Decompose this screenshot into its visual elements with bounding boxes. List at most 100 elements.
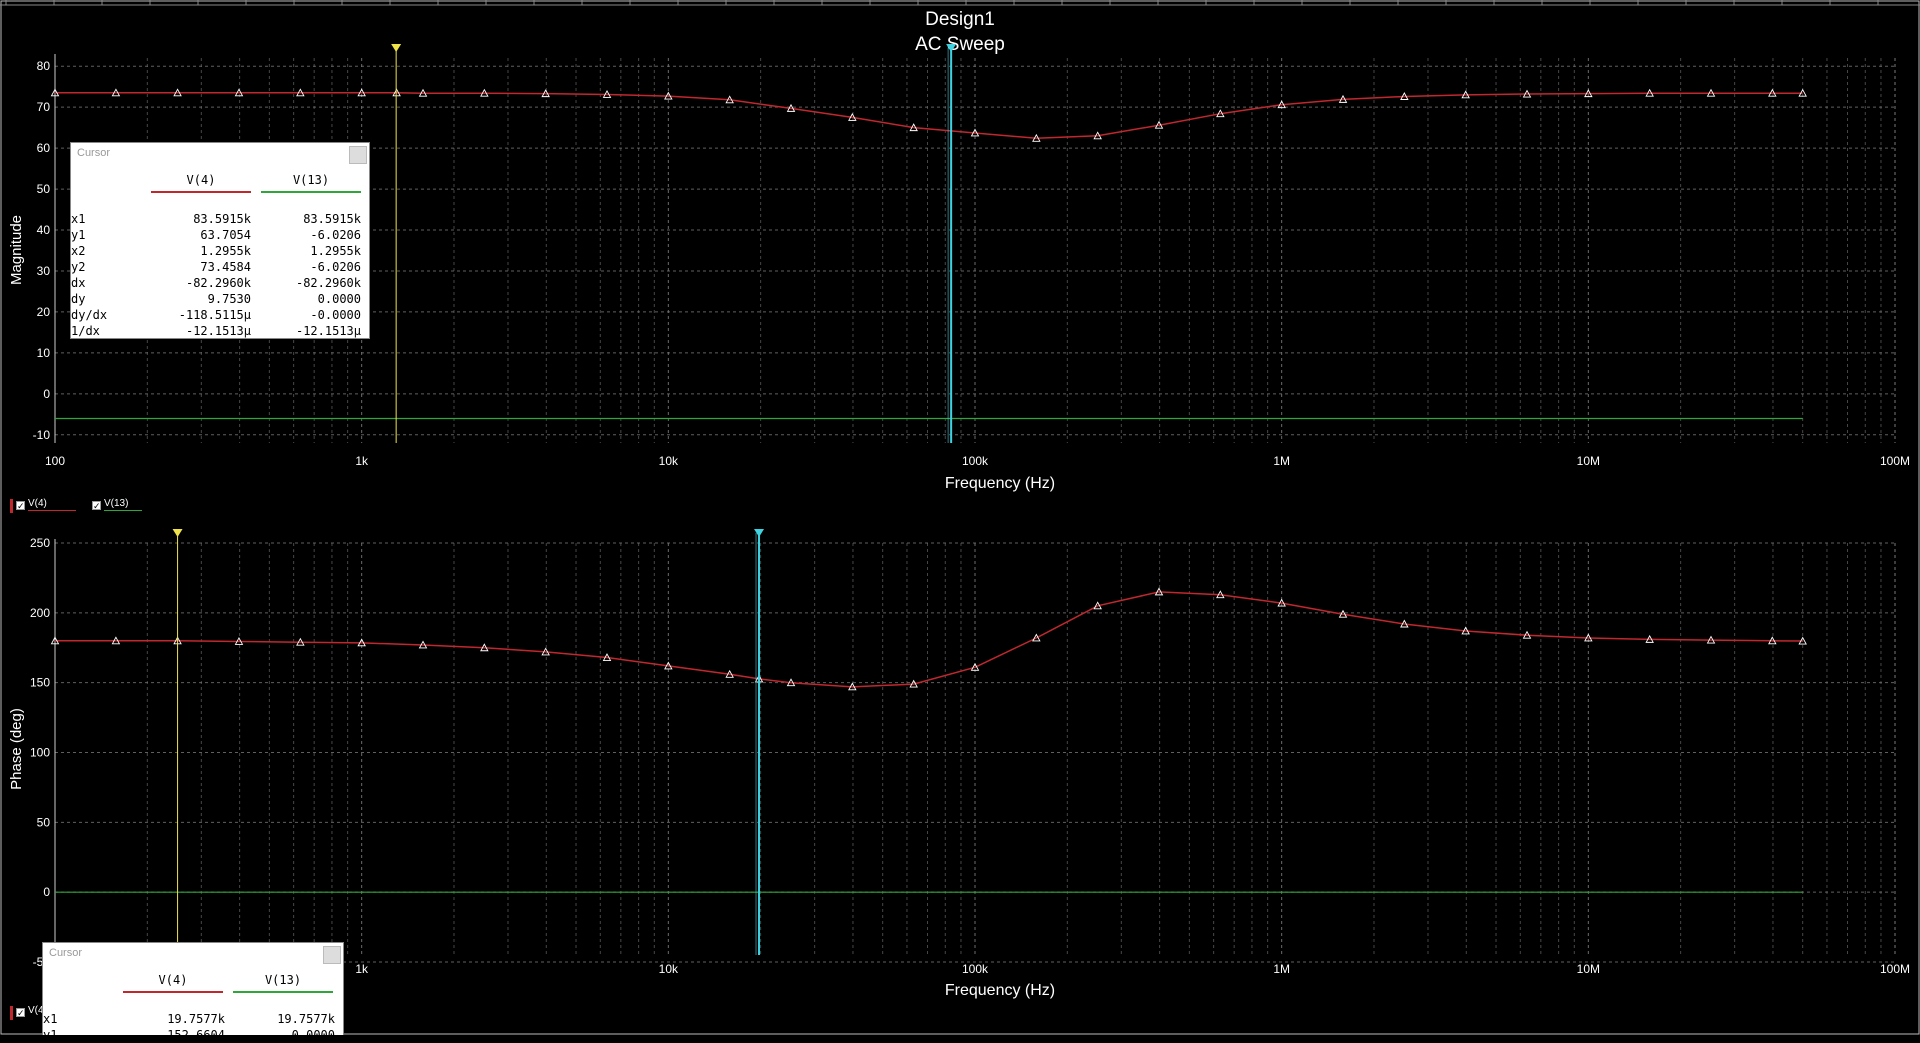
cursor-row-value: 1.2955k	[310, 244, 361, 258]
cursor-row-value: -0.0000	[310, 308, 361, 322]
data-point-marker	[1522, 630, 1532, 639]
data-point-marker	[1277, 100, 1286, 109]
cursor-row: x2 1.2955k 1.2955k	[71, 243, 369, 259]
cursor-panel-bottom[interactable]: Cursor V(4) V(13) x1 19.7577k 19.7577k y1 15…	[42, 942, 344, 1042]
x-tick-label: 1M	[1273, 454, 1290, 468]
cursor-row-value: 0.0000	[317, 292, 361, 306]
cursor-row-value: -12.1513µ	[295, 324, 361, 338]
x-tick-label: 100M	[1880, 962, 1910, 976]
data-point-marker	[111, 88, 121, 97]
data-point-marker	[786, 678, 796, 687]
close-icon[interactable]	[349, 146, 367, 164]
data-point-marker	[1154, 587, 1164, 596]
data-point-marker	[111, 636, 121, 645]
y-tick-label: 80	[37, 59, 51, 73]
y-tick-label: 60	[37, 141, 51, 155]
phase-plot[interactable]: 250200150100500-501k10k100k1M10M100MFreq…	[8, 529, 1910, 999]
cursor-panel-top[interactable]: Cursor V(4) V(13) x1 83.5915k 83.5915k y1 63…	[70, 142, 370, 339]
data-point-marker	[1706, 635, 1716, 644]
data-point-marker	[1768, 88, 1777, 97]
cursor-1-marker	[172, 529, 183, 537]
data-point-marker	[296, 88, 305, 97]
data-point-marker	[234, 637, 244, 645]
data-point-marker	[1277, 598, 1286, 607]
data-point-marker	[1461, 90, 1470, 99]
cursor-row: dy 9.7530 0.0000	[71, 291, 369, 307]
cursor-row-value: 152.6604	[167, 1028, 225, 1042]
cursor-row-label: y1	[43, 1028, 58, 1042]
data-point-marker	[1461, 626, 1470, 635]
cursor-row-value: 19.7577k	[277, 1012, 335, 1026]
close-icon[interactable]	[323, 946, 341, 964]
data-point-marker	[1645, 88, 1654, 97]
cursor-row-value: -82.2960k	[295, 276, 361, 290]
data-point-marker	[786, 103, 796, 112]
data-point-marker	[480, 643, 489, 652]
cursor-row-value: 83.5915k	[303, 212, 361, 226]
data-point-marker	[418, 640, 428, 649]
cursor-row-label: x1	[71, 212, 86, 226]
y-tick-label: 0	[43, 885, 50, 899]
y-tick-label: 10	[37, 346, 51, 360]
data-point-marker	[1522, 89, 1532, 98]
data-point-marker	[970, 128, 980, 137]
x-tick-label: 1k	[355, 454, 369, 468]
cursor-row-label: 1/dx	[71, 324, 100, 338]
data-point-marker	[357, 88, 366, 97]
y-axis-label: Phase (deg)	[8, 708, 25, 790]
data-point-marker	[1645, 634, 1654, 643]
data-point-marker	[234, 88, 244, 97]
y-tick-label: 40	[37, 223, 51, 237]
data-point-marker	[541, 89, 550, 98]
y-axis-label: Magnitude	[8, 215, 25, 285]
cursor-2-marker	[946, 44, 957, 52]
legend-label-v4: V(4)	[28, 498, 47, 509]
legend-bottom-checkbox[interactable]: ✓	[16, 1008, 25, 1018]
y-tick-label: -10	[33, 428, 51, 442]
cursor-panel-title: Cursor	[77, 147, 111, 159]
data-point-marker	[480, 88, 489, 97]
legend-checkbox-v13[interactable]: ✓	[92, 501, 101, 511]
data-point-marker	[1798, 636, 1807, 645]
data-point-marker	[1338, 609, 1348, 618]
chart-title: Design1	[925, 9, 995, 30]
y-tick-label: 50	[37, 815, 51, 829]
data-point-marker	[1584, 633, 1593, 642]
x-tick-label: 100k	[962, 454, 989, 468]
cursor-row-value: 83.5915k	[193, 212, 251, 226]
chart-subtitle: AC Sweep	[915, 34, 1005, 55]
data-point-marker	[848, 682, 857, 691]
data-point-marker	[50, 636, 60, 645]
y-tick-label: 0	[43, 387, 50, 401]
data-point-marker	[357, 638, 366, 647]
data-point-marker	[1768, 636, 1777, 645]
y-tick-label: 30	[37, 264, 51, 278]
data-point-marker	[1338, 94, 1348, 103]
cursor-row: x1 83.5915k 83.5915k	[71, 211, 369, 227]
cursor-row-value: -6.0206	[310, 228, 361, 242]
column-line-v4	[151, 191, 251, 193]
legend-label-v13: V(13)	[104, 498, 129, 509]
x-axis-label: Frequency (Hz)	[945, 475, 1055, 492]
cursor-row-label: y2	[71, 260, 86, 274]
cursor-row: 1/dx -12.1513µ -12.1513µ	[71, 323, 369, 339]
data-point-marker	[848, 112, 857, 121]
data-point-marker	[725, 95, 734, 104]
y-tick-label: 50	[37, 182, 51, 196]
cursor-row-value: 0.0000	[291, 1028, 335, 1042]
cursor-row-label: y1	[71, 228, 86, 242]
data-point-marker	[664, 661, 673, 670]
cursor-row-value: -12.1513µ	[185, 324, 251, 338]
cursor-row: dy/dx -118.5115µ -0.0000	[71, 307, 369, 323]
data-point-marker	[1216, 109, 1225, 118]
column-line-v13	[261, 191, 361, 193]
cursor-row-value: -6.0206	[310, 260, 361, 274]
cursor-row: y1 152.6604 0.0000	[43, 1027, 343, 1043]
data-point-marker	[602, 90, 612, 98]
data-point-marker	[1216, 590, 1225, 599]
legend-checkbox-v4[interactable]: ✓	[16, 501, 25, 511]
cursor-row-label: dy	[71, 292, 86, 306]
cursor-row-value: 1.2955k	[200, 244, 251, 258]
cursor-row-value: 63.7054	[200, 228, 251, 242]
data-point-marker	[50, 88, 60, 97]
